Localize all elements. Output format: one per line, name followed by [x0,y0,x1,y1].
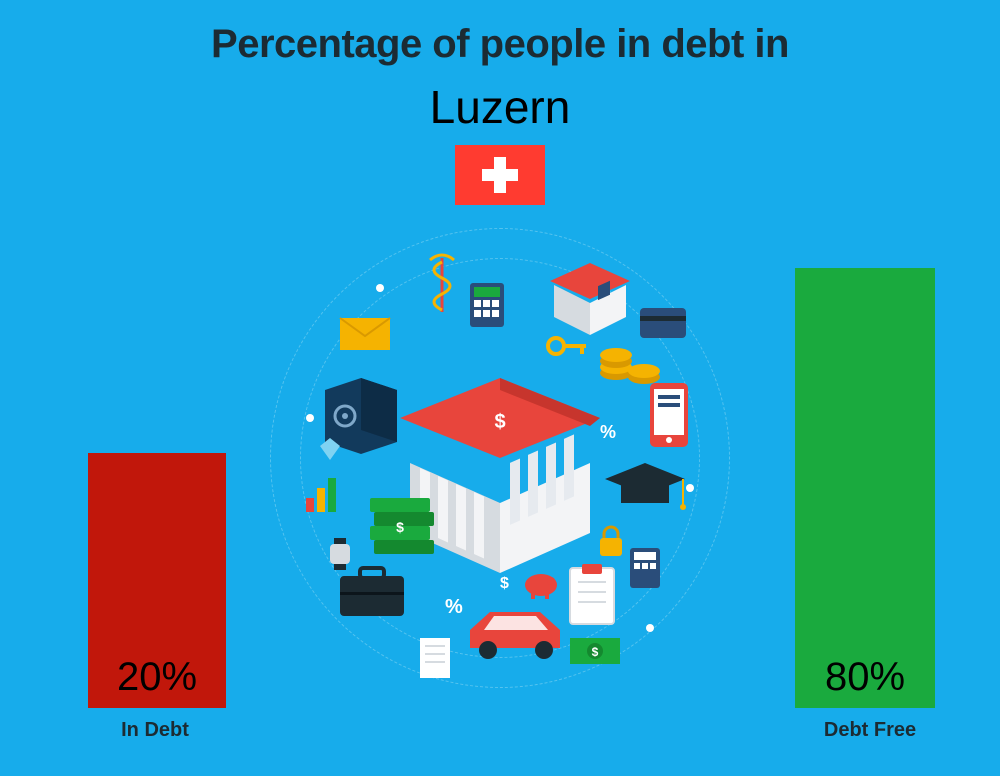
flag-cross-horizontal [482,169,518,181]
bar-in-debt-value: 20% [88,655,226,700]
smartwatch-icon [330,538,350,570]
phone-icon [650,383,688,447]
swiss-flag-icon [455,145,545,205]
main-title: Percentage of people in debt in [0,22,1000,67]
chart-icon [306,478,336,512]
house-icon [550,263,630,335]
svg-text:$: $ [494,411,505,433]
envelope-icon [340,318,390,350]
money-stack-icon: $ [370,498,434,554]
city-name: Luzern [0,80,1000,134]
bar-debt-free: 80% [795,268,935,708]
coins-icon [600,348,660,384]
bar-debt-free-value: 80% [795,655,935,700]
calculator-icon [470,283,504,327]
receipt-icon [420,638,450,678]
dollar-icon: $ [500,575,509,592]
car-icon [470,612,560,659]
key-icon [548,338,586,354]
bar-in-debt: 20% [88,453,226,708]
bar-in-debt-label: In Debt [80,719,230,742]
bank-card-icon [640,308,686,338]
padlock-icon [600,527,622,556]
infographic-canvas: Percentage of people in debt in Luzern 2… [0,0,1000,776]
piggy-bank-icon [525,574,557,599]
caduceus-icon [430,255,454,312]
bar-debt-free-label: Debt Free [790,719,950,742]
finance-icons-svg: $ $ [270,228,730,688]
briefcase-icon [340,568,404,616]
clipboard-icon [570,564,614,624]
cash-note-icon: $ [570,638,620,664]
svg-text:$: $ [396,519,404,535]
svg-text:$: $ [592,645,599,659]
safe-icon [325,378,397,454]
center-illustration: $ $ [270,228,730,688]
percent-icon: % [445,596,463,618]
grad-cap-icon [605,463,686,510]
mini-calculator-icon [630,548,660,588]
percent-icon: % [600,422,616,442]
